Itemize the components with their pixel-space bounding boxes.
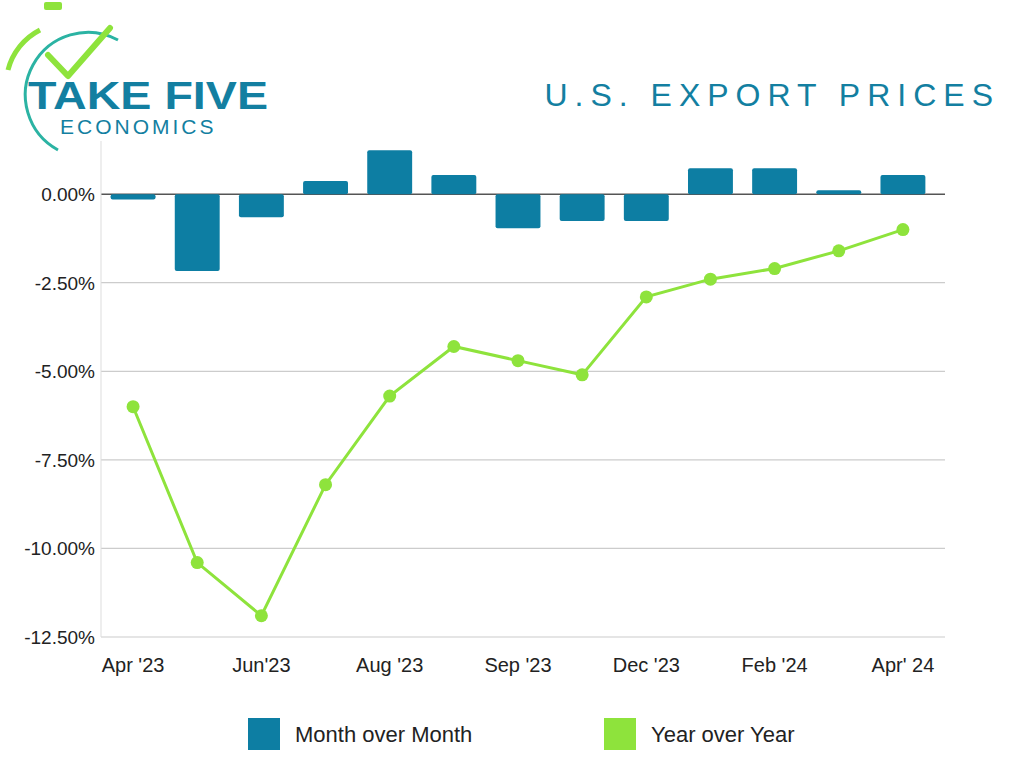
marker bbox=[576, 368, 589, 381]
marker bbox=[512, 354, 525, 367]
y-tick-label: -10.00% bbox=[24, 538, 95, 559]
plot-marks bbox=[111, 150, 926, 622]
bar bbox=[175, 194, 220, 271]
marker bbox=[383, 390, 396, 403]
logo-text: TAKE FIVE bbox=[28, 75, 268, 117]
y-tick-label: 0.00% bbox=[41, 184, 95, 205]
logo-check bbox=[48, 28, 110, 76]
marker bbox=[191, 556, 204, 569]
marker bbox=[704, 273, 717, 286]
x-tick-label: Jun'23 bbox=[232, 654, 290, 676]
bar bbox=[367, 150, 412, 194]
bar bbox=[752, 168, 797, 194]
grid-line bbox=[101, 282, 945, 283]
chart-title: U.S. EXPORT PRICES bbox=[544, 77, 1000, 113]
legend: Month over Month Year over Year bbox=[248, 718, 795, 750]
x-tick-label: Feb '24 bbox=[742, 654, 808, 676]
y-tick-label: -12.50% bbox=[24, 627, 95, 648]
bar bbox=[303, 181, 348, 194]
legend-swatch bbox=[248, 718, 280, 750]
marker bbox=[896, 223, 909, 236]
bar bbox=[624, 194, 669, 221]
x-tick-label: Dec '23 bbox=[613, 654, 680, 676]
y-tick-label: -7.50% bbox=[35, 450, 95, 471]
grid-line bbox=[101, 548, 945, 549]
grid bbox=[101, 194, 945, 637]
bar bbox=[496, 194, 541, 228]
x-tick-label: Sep '23 bbox=[484, 654, 551, 676]
logo-subtext: ECONOMICS bbox=[60, 115, 217, 138]
chart-svg: TAKE FIVEECONOMICS U.S. EXPORT PRICES 0.00… bbox=[0, 0, 1024, 768]
bar bbox=[239, 194, 284, 217]
marker bbox=[127, 400, 140, 413]
marker bbox=[832, 244, 845, 257]
legend-label: Month over Month bbox=[295, 722, 472, 747]
y-axis-line bbox=[101, 141, 102, 637]
marker bbox=[768, 262, 781, 275]
legend-swatch bbox=[604, 718, 636, 750]
marker bbox=[319, 478, 332, 491]
grid-line bbox=[101, 636, 945, 637]
chart-root: TAKE FIVEECONOMICS U.S. EXPORT PRICES 0.00… bbox=[0, 0, 1024, 768]
marker bbox=[447, 340, 460, 353]
line bbox=[133, 230, 903, 616]
y-tick-label: -5.00% bbox=[35, 361, 95, 382]
bar bbox=[111, 194, 156, 199]
bar bbox=[816, 190, 861, 194]
x-tick-label: Apr' 24 bbox=[872, 654, 935, 676]
y-tick-label: -2.50% bbox=[35, 273, 95, 294]
x-tick-label: Apr '23 bbox=[102, 654, 165, 676]
x-tick-label: Aug '23 bbox=[356, 654, 423, 676]
grid-line bbox=[101, 459, 945, 460]
marker bbox=[255, 609, 268, 622]
grid-line bbox=[101, 371, 945, 372]
bar bbox=[431, 175, 476, 194]
legend-label: Year over Year bbox=[651, 722, 795, 747]
logo-arc bbox=[8, 30, 40, 70]
bar bbox=[560, 194, 605, 221]
marker bbox=[640, 290, 653, 303]
logo-button bbox=[44, 2, 62, 10]
bar bbox=[880, 175, 925, 194]
bar bbox=[688, 168, 733, 194]
